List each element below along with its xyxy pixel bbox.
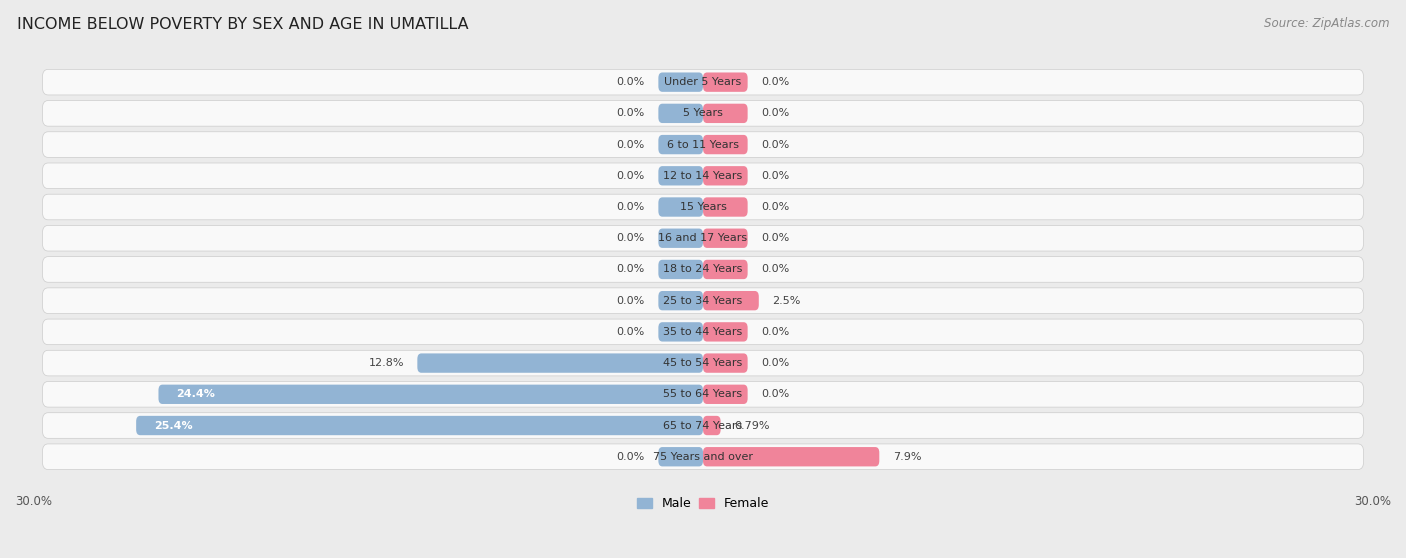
FancyBboxPatch shape — [42, 100, 1364, 126]
FancyBboxPatch shape — [703, 384, 748, 404]
Text: 0.0%: 0.0% — [617, 452, 645, 461]
Text: 0.0%: 0.0% — [761, 389, 789, 400]
Text: 35 to 44 Years: 35 to 44 Years — [664, 327, 742, 337]
FancyBboxPatch shape — [42, 225, 1364, 251]
Text: 0.0%: 0.0% — [761, 202, 789, 212]
FancyBboxPatch shape — [658, 447, 703, 466]
FancyBboxPatch shape — [42, 413, 1364, 439]
FancyBboxPatch shape — [42, 163, 1364, 189]
Text: 0.0%: 0.0% — [761, 264, 789, 275]
FancyBboxPatch shape — [42, 69, 1364, 95]
FancyBboxPatch shape — [703, 416, 721, 435]
FancyBboxPatch shape — [658, 198, 703, 217]
Text: 0.0%: 0.0% — [761, 233, 789, 243]
FancyBboxPatch shape — [42, 288, 1364, 314]
FancyBboxPatch shape — [658, 229, 703, 248]
FancyBboxPatch shape — [42, 382, 1364, 407]
FancyBboxPatch shape — [42, 194, 1364, 220]
Text: 0.0%: 0.0% — [761, 140, 789, 150]
Text: 0.0%: 0.0% — [617, 264, 645, 275]
Text: 0.0%: 0.0% — [617, 233, 645, 243]
Text: 0.0%: 0.0% — [617, 296, 645, 306]
Text: 0.0%: 0.0% — [761, 327, 789, 337]
Text: 0.79%: 0.79% — [734, 421, 769, 431]
FancyBboxPatch shape — [703, 353, 748, 373]
Legend: Male, Female: Male, Female — [631, 492, 775, 515]
Text: 0.0%: 0.0% — [617, 327, 645, 337]
Text: 15 Years: 15 Years — [679, 202, 727, 212]
FancyBboxPatch shape — [658, 104, 703, 123]
FancyBboxPatch shape — [703, 260, 748, 279]
Text: 5 Years: 5 Years — [683, 108, 723, 118]
Text: 0.0%: 0.0% — [617, 140, 645, 150]
FancyBboxPatch shape — [42, 444, 1364, 469]
FancyBboxPatch shape — [658, 322, 703, 341]
FancyBboxPatch shape — [136, 416, 703, 435]
FancyBboxPatch shape — [159, 384, 703, 404]
FancyBboxPatch shape — [703, 291, 759, 310]
FancyBboxPatch shape — [703, 322, 748, 341]
Text: 0.0%: 0.0% — [761, 108, 789, 118]
Text: 0.0%: 0.0% — [761, 77, 789, 87]
FancyBboxPatch shape — [658, 260, 703, 279]
Text: 6 to 11 Years: 6 to 11 Years — [666, 140, 740, 150]
Text: 0.0%: 0.0% — [617, 202, 645, 212]
Text: 0.0%: 0.0% — [617, 77, 645, 87]
FancyBboxPatch shape — [703, 135, 748, 154]
FancyBboxPatch shape — [703, 229, 748, 248]
Text: 12.8%: 12.8% — [368, 358, 404, 368]
Text: 7.9%: 7.9% — [893, 452, 921, 461]
FancyBboxPatch shape — [703, 198, 748, 217]
Text: 2.5%: 2.5% — [772, 296, 800, 306]
Text: 12 to 14 Years: 12 to 14 Years — [664, 171, 742, 181]
FancyBboxPatch shape — [418, 353, 703, 373]
Text: 16 and 17 Years: 16 and 17 Years — [658, 233, 748, 243]
FancyBboxPatch shape — [42, 350, 1364, 376]
FancyBboxPatch shape — [42, 319, 1364, 345]
FancyBboxPatch shape — [703, 104, 748, 123]
Text: 45 to 54 Years: 45 to 54 Years — [664, 358, 742, 368]
Text: 75 Years and over: 75 Years and over — [652, 452, 754, 461]
FancyBboxPatch shape — [703, 166, 748, 185]
Text: 25 to 34 Years: 25 to 34 Years — [664, 296, 742, 306]
Text: 18 to 24 Years: 18 to 24 Years — [664, 264, 742, 275]
Text: 0.0%: 0.0% — [761, 358, 789, 368]
FancyBboxPatch shape — [703, 73, 748, 92]
FancyBboxPatch shape — [658, 135, 703, 154]
Text: 0.0%: 0.0% — [617, 108, 645, 118]
FancyBboxPatch shape — [42, 132, 1364, 157]
FancyBboxPatch shape — [42, 257, 1364, 282]
Text: 24.4%: 24.4% — [176, 389, 215, 400]
FancyBboxPatch shape — [703, 447, 879, 466]
FancyBboxPatch shape — [658, 291, 703, 310]
Text: 25.4%: 25.4% — [155, 421, 193, 431]
Text: 0.0%: 0.0% — [761, 171, 789, 181]
Text: Source: ZipAtlas.com: Source: ZipAtlas.com — [1264, 17, 1389, 30]
Text: INCOME BELOW POVERTY BY SEX AND AGE IN UMATILLA: INCOME BELOW POVERTY BY SEX AND AGE IN U… — [17, 17, 468, 32]
Text: 65 to 74 Years: 65 to 74 Years — [664, 421, 742, 431]
Text: 55 to 64 Years: 55 to 64 Years — [664, 389, 742, 400]
FancyBboxPatch shape — [658, 73, 703, 92]
Text: Under 5 Years: Under 5 Years — [665, 77, 741, 87]
FancyBboxPatch shape — [658, 166, 703, 185]
Text: 0.0%: 0.0% — [617, 171, 645, 181]
